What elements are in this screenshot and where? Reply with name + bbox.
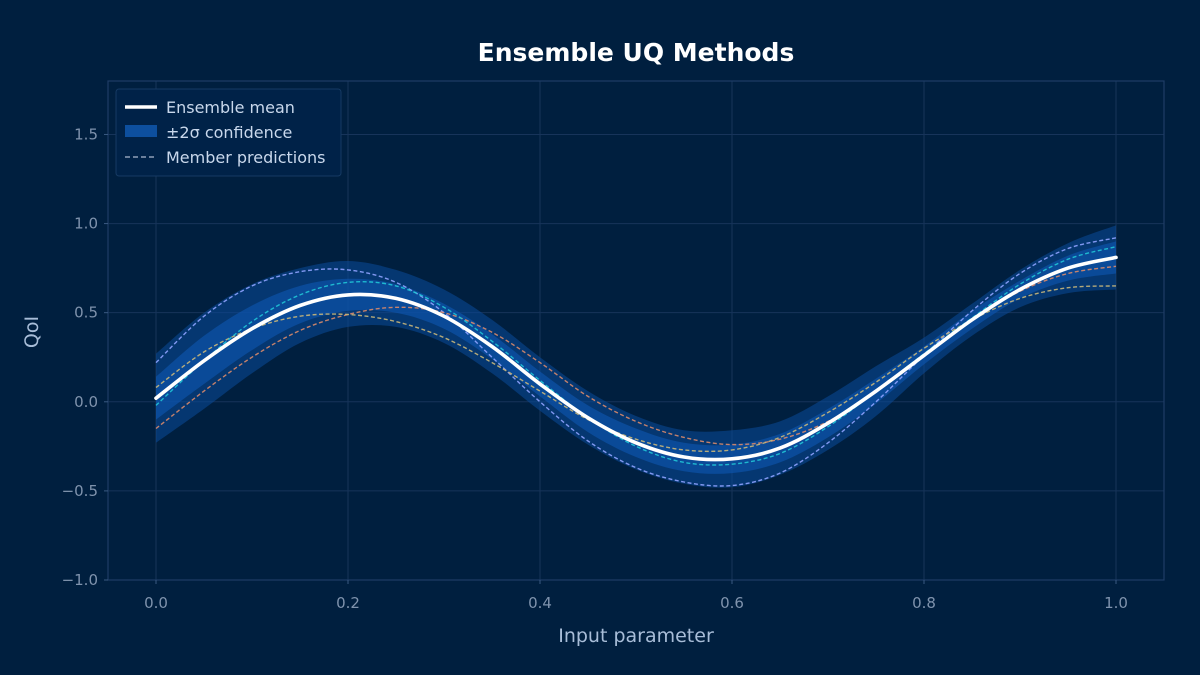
member-line-2 (155, 265, 1117, 446)
legend: Ensemble mean ±2σ confidence Member pred… (115, 88, 342, 177)
x-tick-label-4: 0.8 (912, 594, 936, 612)
legend-label-members: Member predictions (166, 148, 326, 167)
legend-box (115, 88, 342, 177)
y-axis-label: QoI (21, 316, 43, 348)
ensemble-mean-line (154, 255, 1118, 462)
y-tick-label-4: 1.0 (74, 215, 98, 233)
confidence-bands-group (156, 225, 1116, 488)
x-axis-label: Input parameter (558, 625, 714, 647)
y-tick-label-5: 1.5 (74, 125, 98, 143)
plot-frame (107, 80, 1165, 581)
x-tick-label-1: 0.2 (336, 594, 360, 612)
legend-swatch-confidence (125, 125, 157, 137)
y-tick-label-0: −1.0 (62, 571, 98, 589)
x-axis-ticks: 0.0 0.2 0.4 0.6 0.8 1.0 (144, 580, 1128, 612)
x-tick-label-3: 0.6 (720, 594, 744, 612)
x-tick-label-0: 0.0 (144, 594, 168, 612)
y-tick-label-2: 0.0 (74, 393, 98, 411)
member-lines-group (155, 237, 1117, 487)
y-tick-label-1: −0.5 (62, 482, 98, 500)
y-axis-ticks: −1.0 −0.5 0.0 0.5 1.0 1.5 (62, 125, 108, 589)
x-tick-label-5: 1.0 (1104, 594, 1128, 612)
y-tick-label-3: 0.5 (74, 304, 98, 322)
chart-title: Ensemble UQ Methods (478, 38, 795, 67)
mean-line-group (154, 255, 1118, 462)
member-line-4 (155, 246, 1117, 466)
legend-label-confidence: ±2σ confidence (166, 123, 292, 142)
legend-label-mean: Ensemble mean (166, 98, 295, 117)
x-tick-label-2: 0.4 (528, 594, 552, 612)
